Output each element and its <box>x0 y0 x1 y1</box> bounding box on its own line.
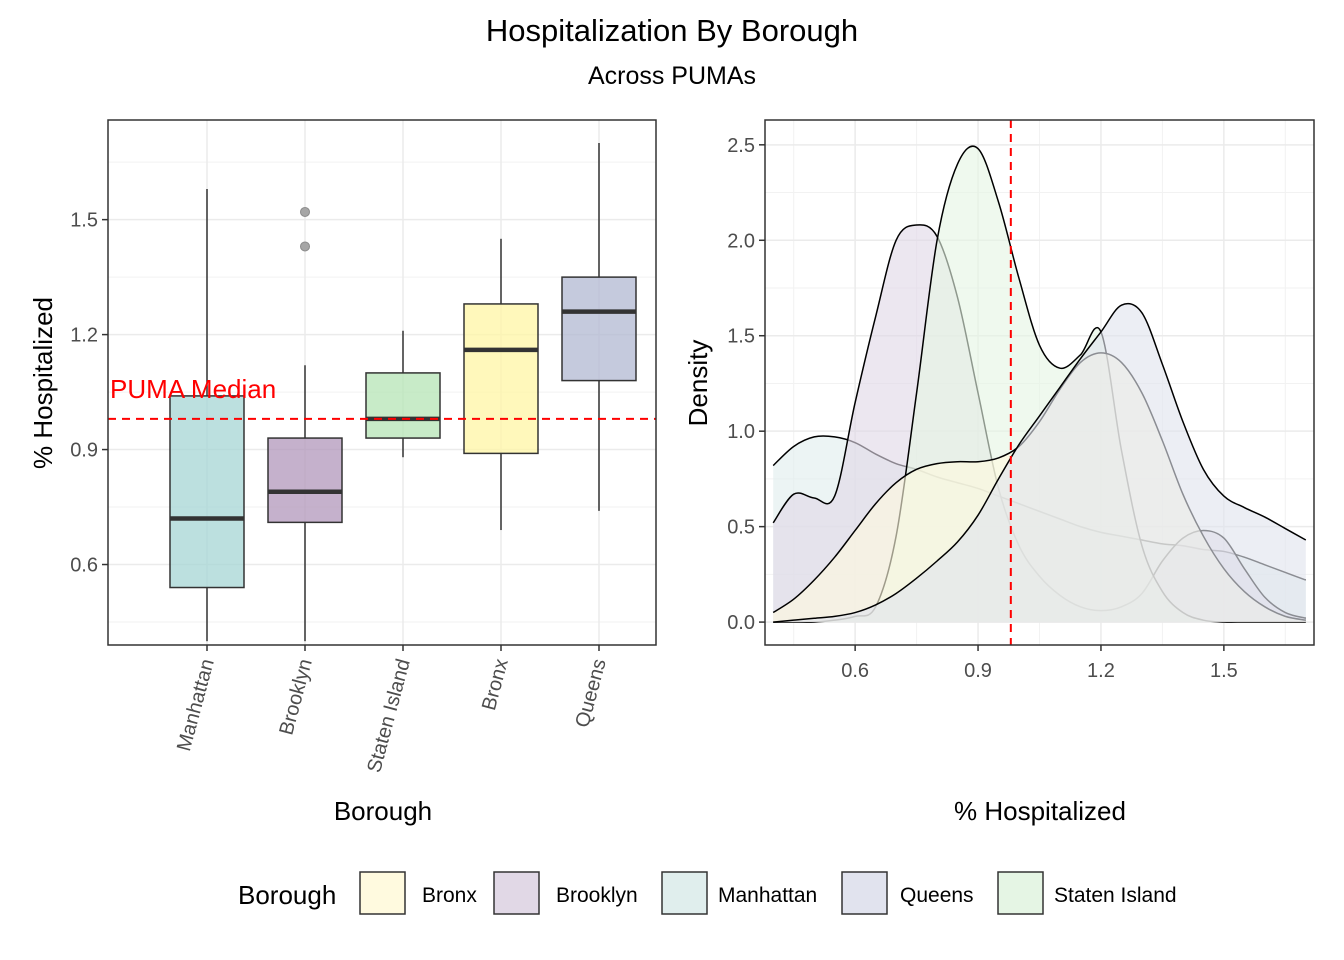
y-tick-label: 0.5 <box>727 517 755 539</box>
density-panel-border <box>764 119 1315 646</box>
density-x-axis-title: % Hospitalized <box>954 796 1126 826</box>
x-tick-label: Queens <box>571 657 610 730</box>
box-manhattan <box>169 188 245 642</box>
density-curves <box>772 145 1307 623</box>
legend-item-queens: Queens <box>841 871 974 915</box>
boxplot-panel-border <box>107 119 657 646</box>
legend-item-bronx: Bronx <box>359 871 477 915</box>
legend-label: Staten Island <box>1054 884 1177 907</box>
density-queens <box>773 302 1307 623</box>
box-body <box>169 395 245 589</box>
legend-item-manhattan: Manhattan <box>661 871 817 915</box>
legend-label: Queens <box>900 884 974 907</box>
boxplot-x-axis-title: Borough <box>334 796 432 826</box>
box-body <box>561 276 637 382</box>
legend: Borough Bronx Brooklyn Manhattan Queens Stat… <box>238 871 1177 915</box>
y-tick-label: 2.0 <box>727 230 755 252</box>
x-tick-label: 1.2 <box>1087 660 1115 682</box>
outlier-point <box>300 241 310 252</box>
y-tick-label: 0.0 <box>727 612 755 634</box>
box-queens <box>561 142 637 511</box>
box-bronx <box>463 238 539 531</box>
x-tick-label: Manhattan <box>173 657 219 754</box>
boxplot-x-ticks: Manhattan Brooklyn Staten Island Bronx Queen… <box>173 645 611 775</box>
x-tick-label: 0.9 <box>964 660 992 682</box>
legend-key <box>841 871 888 915</box>
legend-key <box>493 871 540 915</box>
density-area <box>773 303 1306 623</box>
density-x-ticks: 0.6 0.9 1.2 1.5 <box>841 645 1238 682</box>
y-tick-label: 0.6 <box>70 555 98 577</box>
legend-key <box>997 871 1044 915</box>
legend-key <box>359 871 406 915</box>
density-panel: 0.0 0.5 1.0 1.5 2.0 2.5 0.6 0.9 1.2 1.5 % Hospit… <box>683 119 1315 826</box>
x-tick-label: Staten Island <box>363 657 414 775</box>
y-tick-label: 1.2 <box>70 325 98 347</box>
density-curve <box>773 302 1307 623</box>
x-tick-label: Brooklyn <box>275 657 316 738</box>
box-body <box>463 303 539 455</box>
box-staten-island <box>365 330 441 458</box>
boxplot-y-ticks: 0.6 0.9 1.2 1.5 <box>70 210 108 577</box>
x-tick-label: Bronx <box>478 657 513 713</box>
legend-item-staten-island: Staten Island <box>997 871 1177 915</box>
y-tick-label: 1.5 <box>70 210 98 232</box>
y-tick-label: 0.9 <box>70 440 98 462</box>
figure-title: Hospitalization By Borough <box>486 13 858 48</box>
boxplot-boxes <box>169 142 637 642</box>
legend-key <box>661 871 708 915</box>
legend-title: Borough <box>238 880 336 910</box>
legend-items: Bronx Brooklyn Manhattan Queens Staten Islan… <box>359 871 1177 915</box>
puma-median-label: PUMA Median <box>110 374 276 404</box>
box-body <box>365 372 441 439</box>
legend-label: Bronx <box>422 884 477 907</box>
figure-subtitle: Across PUMAs <box>588 62 756 90</box>
legend-label: Brooklyn <box>556 884 638 907</box>
y-tick-label: 1.5 <box>727 326 755 348</box>
box-body <box>267 437 343 524</box>
legend-item-brooklyn: Brooklyn <box>493 871 638 915</box>
x-tick-label: 0.6 <box>841 660 869 682</box>
density-y-axis-title: Density <box>683 340 713 427</box>
boxplot-y-axis-title: % Hospitalized <box>28 297 58 469</box>
density-y-ticks: 0.0 0.5 1.0 1.5 2.0 2.5 <box>727 135 765 634</box>
box-brooklyn <box>267 206 343 642</box>
boxplot-panel: PUMA Median 0.6 0.9 1.2 1.5 Manhattan Brookl… <box>28 119 657 826</box>
x-tick-label: 1.5 <box>1210 660 1238 682</box>
outlier-point <box>300 206 310 217</box>
y-tick-label: 2.5 <box>727 135 755 157</box>
legend-label: Manhattan <box>718 884 817 907</box>
y-tick-label: 1.0 <box>727 421 755 443</box>
